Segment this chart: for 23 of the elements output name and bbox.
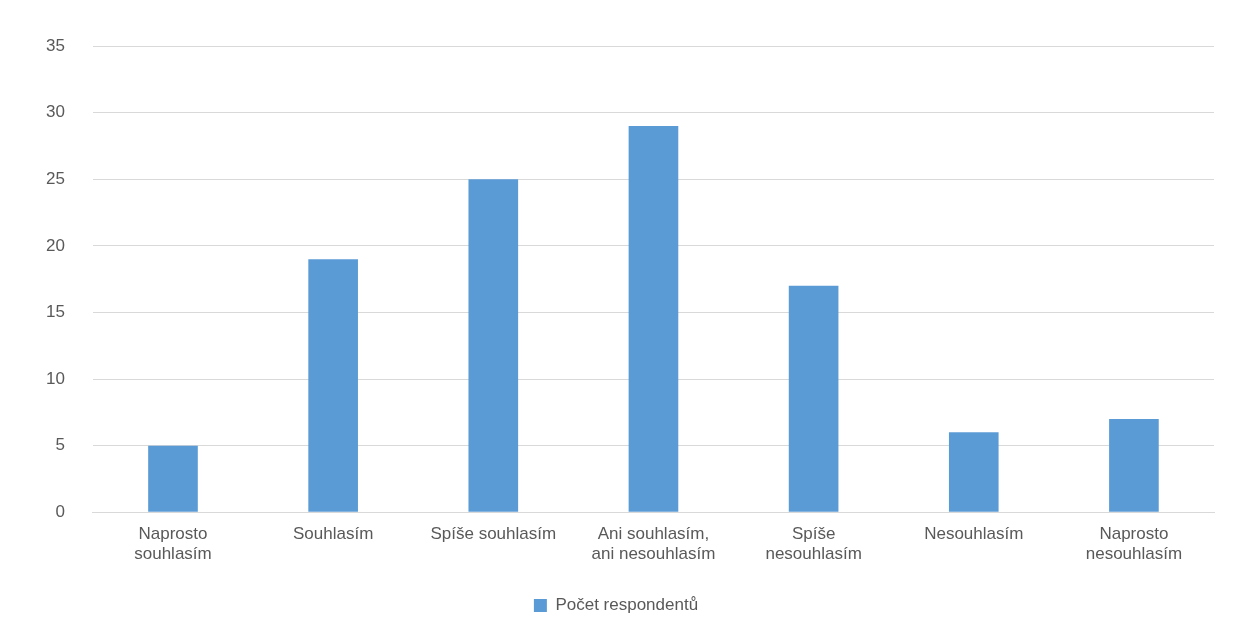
bar bbox=[148, 445, 198, 512]
x-tick-label: Naprosto souhlasím bbox=[134, 524, 212, 564]
x-tick-label: Ani souhlasím, ani nesouhlasím bbox=[591, 524, 716, 564]
y-tick-label: 0 bbox=[55, 501, 65, 521]
bar bbox=[308, 259, 358, 512]
y-tick-label: 35 bbox=[45, 35, 65, 55]
bar bbox=[948, 432, 999, 512]
bar bbox=[628, 126, 679, 512]
bar bbox=[788, 285, 839, 512]
y-tick-label: 20 bbox=[45, 235, 65, 255]
bar bbox=[468, 179, 519, 512]
legend-label: Počet respondentů bbox=[555, 595, 699, 615]
x-tick-label: Souhlasím bbox=[292, 524, 374, 544]
x-tick-label: Nesouhlasím bbox=[924, 524, 1024, 544]
x-tick-label: Naprosto nesouhlasím bbox=[1085, 524, 1183, 564]
x-tick-label: Spíše souhlasím bbox=[430, 524, 557, 544]
y-tick-label: 10 bbox=[45, 368, 65, 388]
y-tick-label: 5 bbox=[55, 435, 65, 455]
bar bbox=[1109, 419, 1159, 512]
y-tick-label: 15 bbox=[45, 302, 65, 322]
y-tick-label: 30 bbox=[45, 102, 65, 122]
y-tick-label: 25 bbox=[45, 169, 65, 189]
x-tick-label: Spíše nesouhlasím bbox=[765, 524, 862, 564]
